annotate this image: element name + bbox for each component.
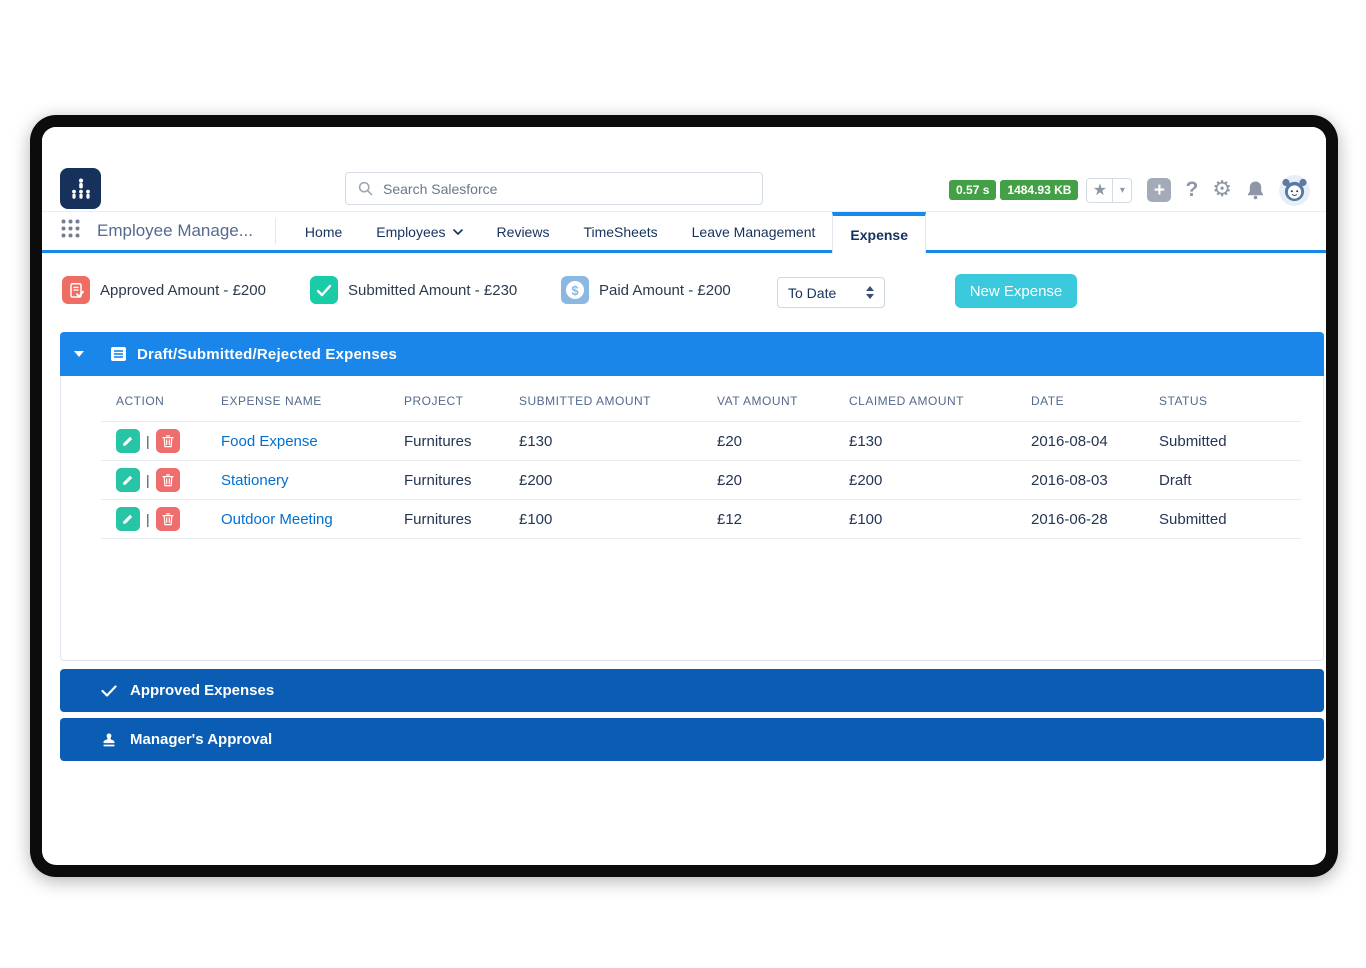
col-project: PROJECT (404, 382, 519, 422)
table-row: | Food Expense Furnitures £130 £20 £130 … (101, 421, 1301, 461)
col-expense-name: EXPENSE NAME (221, 382, 404, 422)
chevron-down-icon (452, 228, 463, 235)
table-row: | Stationery Furnitures £200 £20 £200 20… (101, 460, 1301, 500)
vat-amount-cell: £20 (717, 421, 849, 461)
delete-button[interactable] (155, 429, 180, 453)
favorite-star-icon[interactable]: ★ (1086, 177, 1114, 203)
favorites-caret-icon[interactable]: ▾ (1113, 177, 1133, 203)
edit-button[interactable] (116, 507, 140, 531)
submitted-amount-cell: £100 (519, 499, 717, 539)
paid-amount-card: $ Paid Amount - £200 (561, 276, 731, 304)
col-submitted-amount: SUBMITTED AMOUNT (519, 382, 717, 422)
approval-stamp-icon (100, 732, 118, 748)
col-date: DATE (1031, 382, 1159, 422)
approved-amount-card: Approved Amount - £200 (62, 276, 266, 304)
page-time-badge: 0.57 s (949, 180, 997, 200)
page-size-badge: 1484.93 KB (1000, 180, 1079, 200)
clipboard-check-icon (62, 276, 90, 304)
user-avatar[interactable] (1279, 174, 1310, 206)
delete-button[interactable] (155, 507, 180, 531)
date-cell: 2016-06-28 (1031, 499, 1159, 539)
col-claimed-amount: CLAIMED AMOUNT (849, 382, 1031, 422)
search-icon (358, 181, 373, 196)
paid-amount-label: Paid Amount - £200 (599, 281, 731, 299)
date-cell: 2016-08-03 (1031, 460, 1159, 500)
app-window-content: 0.57 s 1484.93 KB ★ ▾ + ? ⚙ (42, 127, 1326, 865)
status-cell: Submitted (1159, 499, 1301, 539)
expense-name-link[interactable]: Stationery (221, 471, 289, 489)
global-actions-plus-icon[interactable]: + (1147, 178, 1172, 202)
nav-tabs: Home Employees Reviews TimeSheets Leave … (288, 212, 926, 254)
project-cell: Furnitures (404, 421, 519, 461)
select-arrows-icon (866, 286, 874, 299)
vat-amount-cell: £20 (717, 460, 849, 500)
section-collapse-caret-icon[interactable] (74, 351, 84, 357)
expense-name-link[interactable]: Outdoor Meeting (221, 510, 333, 528)
app-nav-bar: Employee Manage... Home Employees Review… (42, 211, 1326, 254)
tab-timesheets[interactable]: TimeSheets (583, 223, 658, 240)
project-cell: Furnitures (404, 460, 519, 500)
submitted-amount-cell: £130 (519, 421, 717, 461)
header-actions: 0.57 s 1484.93 KB ★ ▾ + ? ⚙ (949, 174, 1310, 206)
tab-home[interactable]: Home (304, 223, 343, 240)
notifications-bell-icon[interactable] (1246, 180, 1265, 200)
tab-reviews[interactable]: Reviews (496, 223, 550, 240)
setup-gear-icon[interactable]: ⚙ (1212, 177, 1232, 202)
search-input[interactable] (383, 180, 750, 197)
managers-approval-section-header[interactable]: Manager's Approval (60, 718, 1324, 761)
edit-button[interactable] (116, 468, 140, 492)
submitted-amount-card: Submitted Amount - £230 (310, 276, 517, 304)
date-filter-value: To Date (788, 284, 837, 301)
col-vat-amount: VAT AMOUNT (717, 382, 849, 422)
nav-divider (274, 218, 276, 244)
submitted-amount-label: Submitted Amount - £230 (348, 281, 518, 299)
expenses-table: ACTION EXPENSE NAME PROJECT SUBMITTED AM… (101, 382, 1301, 539)
app-logo (60, 168, 101, 209)
action-separator: | (146, 433, 150, 449)
global-search[interactable] (345, 172, 763, 205)
managers-approval-title: Manager's Approval (130, 731, 273, 748)
dollar-icon: $ (561, 276, 589, 304)
app-window: 0.57 s 1484.93 KB ★ ▾ + ? ⚙ (30, 115, 1338, 877)
action-separator: | (146, 511, 150, 527)
section-title: Draft/Submitted/Rejected Expenses (137, 345, 398, 363)
claimed-amount-cell: £200 (849, 460, 1031, 500)
expense-list-icon (110, 346, 127, 362)
action-separator: | (146, 472, 150, 488)
claimed-amount-cell: £100 (849, 499, 1031, 539)
edit-button[interactable] (116, 429, 140, 453)
status-cell: Draft (1159, 460, 1301, 500)
col-status: STATUS (1159, 382, 1301, 422)
table-row: | Outdoor Meeting Furnitures £100 £12 £1… (101, 499, 1301, 539)
date-filter-select[interactable]: To Date (777, 277, 885, 308)
checkmark-icon (100, 684, 118, 697)
app-name: Employee Manage... (97, 221, 253, 240)
org-chart-icon (71, 178, 90, 199)
draft-expenses-table-card: ACTION EXPENSE NAME PROJECT SUBMITTED AM… (60, 376, 1324, 661)
delete-button[interactable] (155, 468, 180, 492)
approved-amount-label: Approved Amount - £200 (100, 281, 266, 299)
tab-expense[interactable]: Expense (832, 212, 926, 254)
tab-leave-management[interactable]: Leave Management (691, 223, 816, 240)
col-action: ACTION (101, 382, 221, 422)
tab-employees-label: Employees (376, 223, 446, 240)
app-launcher-waffle-icon[interactable] (60, 218, 81, 244)
expense-name-link[interactable]: Food Expense (221, 432, 318, 450)
date-cell: 2016-08-04 (1031, 421, 1159, 461)
approved-expenses-section-header[interactable]: Approved Expenses (60, 669, 1324, 712)
draft-expenses-section-header[interactable]: Draft/Submitted/Rejected Expenses (60, 332, 1324, 376)
check-icon (310, 276, 338, 304)
help-icon[interactable]: ? (1185, 178, 1199, 201)
project-cell: Furnitures (404, 499, 519, 539)
submitted-amount-cell: £200 (519, 460, 717, 500)
claimed-amount-cell: £130 (849, 421, 1031, 461)
approved-expenses-title: Approved Expenses (130, 682, 275, 699)
table-header-row: ACTION EXPENSE NAME PROJECT SUBMITTED AM… (101, 382, 1301, 422)
global-header: 0.57 s 1484.93 KB ★ ▾ + ? ⚙ (42, 127, 1326, 211)
tab-employees[interactable]: Employees (359, 212, 479, 251)
favorites-group: ★ ▾ (1086, 177, 1133, 203)
status-cell: Submitted (1159, 421, 1301, 461)
new-expense-button[interactable]: New Expense (955, 274, 1077, 308)
vat-amount-cell: £12 (717, 499, 849, 539)
